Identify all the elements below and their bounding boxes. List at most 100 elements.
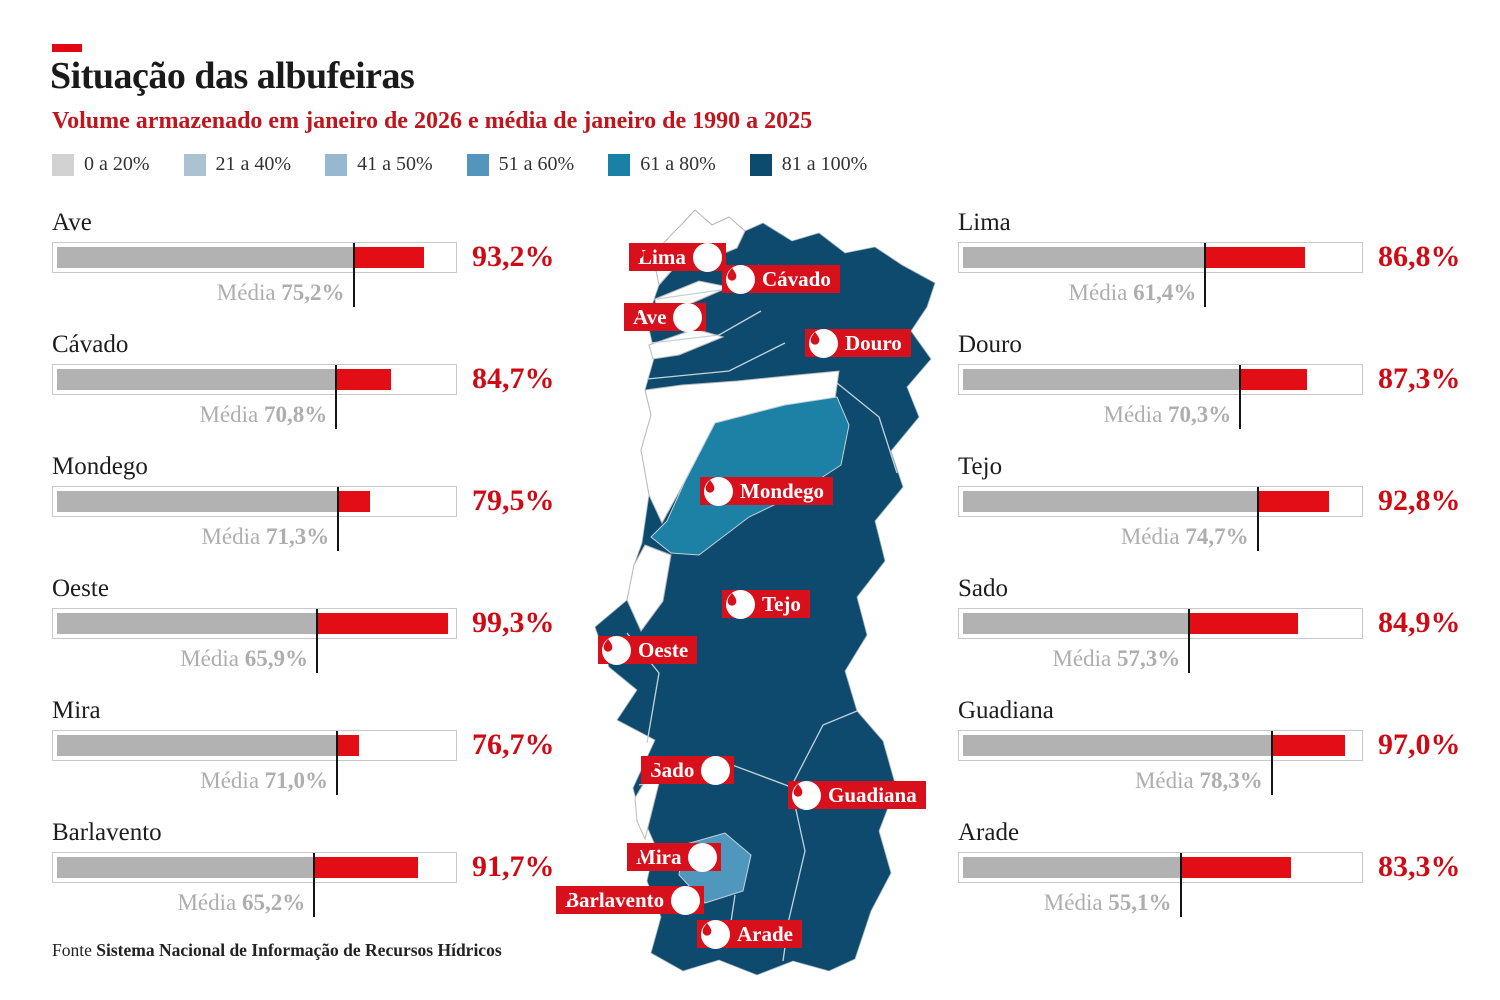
bar-column-right: Lima Média 61,4% 86,8% Douro Média 70,3%… <box>958 208 1500 940</box>
bar-area: Média 71,3% <box>52 485 457 551</box>
map-label-text: Douro <box>845 331 902 355</box>
basin-name: Lima <box>958 209 1011 236</box>
bar-media-fill <box>57 734 337 756</box>
media-tick <box>1179 852 1182 917</box>
bar-value-fill <box>1180 856 1292 878</box>
legend-label: 41 a 50% <box>357 153 433 175</box>
basin-row-oeste: Oeste Média 65,9% 99,3% <box>52 574 597 676</box>
bar-area: Média 75,2% <box>52 241 457 307</box>
basin-name: Arade <box>958 819 1020 846</box>
map-label-text: Mondego <box>740 479 824 503</box>
basin-name: Douro <box>958 331 1022 358</box>
basin-name: Mondego <box>52 453 148 480</box>
source-name: Sistema Nacional de Informação de Recurs… <box>96 940 502 960</box>
legend-item: 41 a 50% <box>325 153 433 176</box>
map-label-text: Tejo <box>762 592 801 616</box>
basin-row-guadiana: Guadiana Média 78,3% 97,0% <box>958 696 1500 798</box>
bar-media-fill <box>57 490 338 512</box>
legend-label: 0 a 20% <box>84 153 150 175</box>
map-label-text: Ave <box>633 305 667 329</box>
value-label: 91,7% <box>472 850 555 883</box>
media-label: Média 71,3% <box>201 523 330 549</box>
water-drop-icon <box>646 755 731 785</box>
media-label: Média 70,3% <box>1103 401 1232 427</box>
bar-media-fill <box>963 246 1205 268</box>
basin-row-douro: Douro Média 70,3% 87,3% <box>958 330 1500 432</box>
legend-swatch <box>608 153 631 176</box>
page-subtitle: Volume armazenado em janeiro de 2026 e m… <box>52 108 813 134</box>
basin-name: Barlavento <box>52 819 162 846</box>
basin-row-tejo: Tejo Média 74,7% 92,8% <box>958 452 1500 554</box>
media-tick <box>335 364 338 429</box>
basin-row-cavado: Cávado Média 70,8% 84,7% <box>52 330 597 432</box>
value-label: 97,0% <box>1378 728 1461 761</box>
map-label-guadiana: Guadiana <box>788 780 926 810</box>
value-label: 99,3% <box>472 606 555 639</box>
basin-name: Ave <box>52 209 92 236</box>
bar-area: Média 78,3% <box>958 729 1363 795</box>
legend-label: 21 a 40% <box>215 153 292 175</box>
map-label-text: Arade <box>737 922 793 946</box>
bar-value-fill <box>337 734 360 756</box>
bar-area: Média 65,2% <box>52 851 457 917</box>
map-label-douro: Douro <box>805 328 911 358</box>
bar-media-fill <box>57 856 314 878</box>
basin-row-mira: Mira Média 71,0% 76,7% <box>52 696 597 798</box>
bar-value-fill <box>314 856 419 878</box>
basin-row-mondego: Mondego Média 71,3% 79,5% <box>52 452 597 554</box>
basin-row-lima: Lima Média 61,4% 86,8% <box>958 208 1500 310</box>
map-label-cavado: Cávado <box>722 264 840 294</box>
map-label-lima: Lima <box>629 242 726 272</box>
media-tick <box>336 730 339 795</box>
map-label-oeste: Oeste <box>598 635 698 665</box>
media-label: Média 57,3% <box>1052 645 1181 671</box>
media-tick <box>315 608 318 673</box>
bar-area: Média 70,3% <box>958 363 1363 429</box>
media-label: Média 55,1% <box>1043 889 1172 915</box>
bar-value-fill <box>316 612 449 634</box>
basin-row-ave: Ave Média 75,2% 93,2% <box>52 208 597 310</box>
bar-value-fill <box>1205 246 1306 268</box>
bar-media-fill <box>57 368 336 390</box>
value-label: 84,7% <box>472 362 555 395</box>
media-label: Média 61,4% <box>1068 279 1197 305</box>
map-label-text: Oeste <box>638 638 689 662</box>
water-drop-icon <box>561 885 701 915</box>
bar-value-fill <box>1271 734 1346 756</box>
water-drop-icon <box>634 242 722 272</box>
map-label-text: Sado <box>650 758 695 782</box>
map-label-mondego: Mondego <box>700 476 833 506</box>
legend: 0 a 20% 21 a 40% 41 a 50% 51 a 60% 61 a … <box>52 153 867 176</box>
basin-name: Mira <box>52 697 101 724</box>
value-label: 93,2% <box>472 240 555 273</box>
bar-value-fill <box>336 368 391 390</box>
bar-area: Média 55,1% <box>958 851 1363 917</box>
map-label-text: Cávado <box>762 267 831 291</box>
bar-area: Média 65,9% <box>52 607 457 673</box>
media-tick <box>352 242 355 307</box>
water-drop-icon <box>701 919 730 949</box>
bar-area: Média 70,8% <box>52 363 457 429</box>
water-drop-icon <box>792 780 821 810</box>
legend-label: 51 a 60% <box>498 153 575 175</box>
map-label-mira: Mira <box>627 842 722 872</box>
water-drop-icon <box>632 842 718 872</box>
bar-value-fill <box>353 246 425 268</box>
map-label-sado: Sado <box>641 755 735 785</box>
basin-row-sado: Sado Média 57,3% 84,9% <box>958 574 1500 676</box>
media-label: Média 74,7% <box>1120 523 1249 549</box>
water-drop-icon <box>602 635 631 665</box>
legend-label: 81 a 100% <box>781 153 868 175</box>
source-note: Fonte Sistema Nacional de Informação de … <box>52 940 502 961</box>
basin-name: Tejo <box>958 453 1003 480</box>
legend-swatch <box>183 153 206 176</box>
map-label-arade: Arade <box>697 919 802 949</box>
bar-media-fill <box>963 368 1240 390</box>
map-label-text: Guadiana <box>828 783 917 807</box>
value-label: 92,8% <box>1378 484 1461 517</box>
legend-swatch <box>749 153 772 176</box>
accent-dash <box>52 44 82 52</box>
value-label: 83,3% <box>1378 850 1461 883</box>
basin-name: Sado <box>958 575 1008 602</box>
page-title: Situação das albufeiras <box>50 55 415 97</box>
